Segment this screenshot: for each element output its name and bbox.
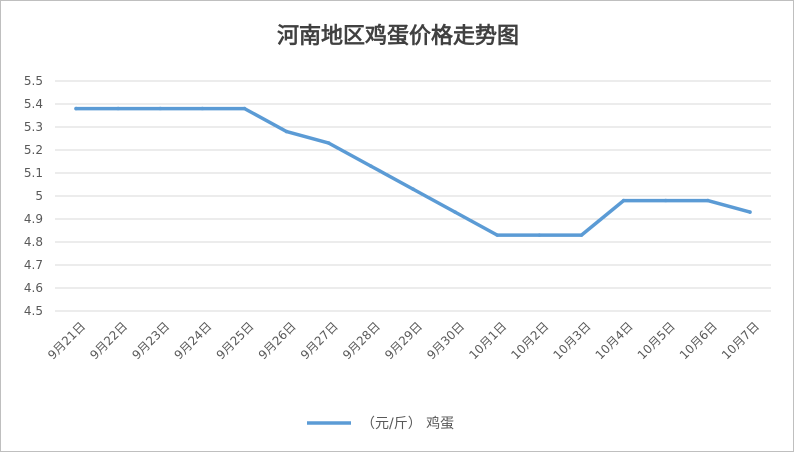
legend: （元/斤） 鸡蛋: [307, 415, 454, 432]
data-point: [706, 198, 710, 203]
x-tick-label: 9月25日: [214, 319, 257, 362]
data-point: [200, 106, 205, 111]
data-point: [284, 129, 289, 134]
gridlines: [55, 80, 771, 312]
data-point: [116, 106, 120, 111]
y-tick-label: 4.5: [24, 304, 43, 318]
data-point: [579, 233, 584, 237]
y-tick-label: 5.5: [24, 74, 43, 88]
x-tick-label: 9月24日: [171, 319, 214, 362]
data-point: [621, 198, 626, 203]
data-point: [748, 210, 752, 214]
x-tick-label: 10月1日: [466, 319, 509, 362]
series-line: [74, 106, 752, 237]
x-tick-label: 10月2日: [508, 319, 551, 362]
x-tick-label: 9月21日: [45, 319, 88, 362]
y-axis-tick-labels: 4.5 4.6 4.7 4.8 4.9 5 5.1 5.2 5.3 5.4 5.5: [24, 74, 43, 318]
x-tick-label: 10月3日: [551, 319, 594, 362]
x-tick-label: 9月28日: [340, 319, 383, 362]
data-point: [242, 106, 247, 111]
y-tick-label: 4.9: [24, 212, 43, 226]
legend-label: （元/斤） 鸡蛋: [361, 415, 454, 432]
y-tick-label: 4.7: [24, 258, 43, 272]
x-tick-label: 9月23日: [129, 319, 172, 362]
y-tick-label: 4.8: [24, 235, 43, 249]
y-tick-label: 4.6: [24, 281, 43, 295]
data-point: [495, 233, 500, 237]
y-tick-label: 5: [35, 189, 43, 203]
y-tick-label: 5.4: [24, 97, 43, 111]
x-tick-label: 9月26日: [256, 319, 299, 362]
data-point: [158, 106, 163, 111]
x-axis-tick-labels: 9月21日 9月22日 9月23日 9月24日 9月25日 9月26日 9月27日 9月28日…: [45, 319, 762, 362]
x-tick-label: 9月29日: [382, 319, 425, 362]
chart-title: 河南地区鸡蛋价格走势图: [277, 23, 519, 49]
data-point: [663, 198, 668, 203]
data-point: [74, 106, 78, 111]
data-point: [537, 233, 542, 237]
x-tick-label: 10月5日: [635, 319, 678, 362]
series-layer: [74, 106, 752, 237]
y-tick-label: 5.2: [24, 143, 43, 157]
x-tick-label: 9月27日: [298, 319, 341, 362]
x-tick-label: 10月6日: [677, 319, 720, 362]
x-tick-label: 9月30日: [424, 319, 467, 362]
data-point: [369, 164, 373, 168]
x-tick-label: 10月7日: [719, 319, 762, 362]
x-tick-label: 9月22日: [87, 319, 130, 362]
data-point: [453, 210, 457, 214]
data-point: [411, 187, 415, 191]
y-tick-label: 5.1: [24, 166, 43, 180]
x-tick-label: 10月4日: [593, 319, 636, 362]
y-tick-label: 5.3: [24, 120, 43, 134]
data-point: [326, 141, 331, 145]
